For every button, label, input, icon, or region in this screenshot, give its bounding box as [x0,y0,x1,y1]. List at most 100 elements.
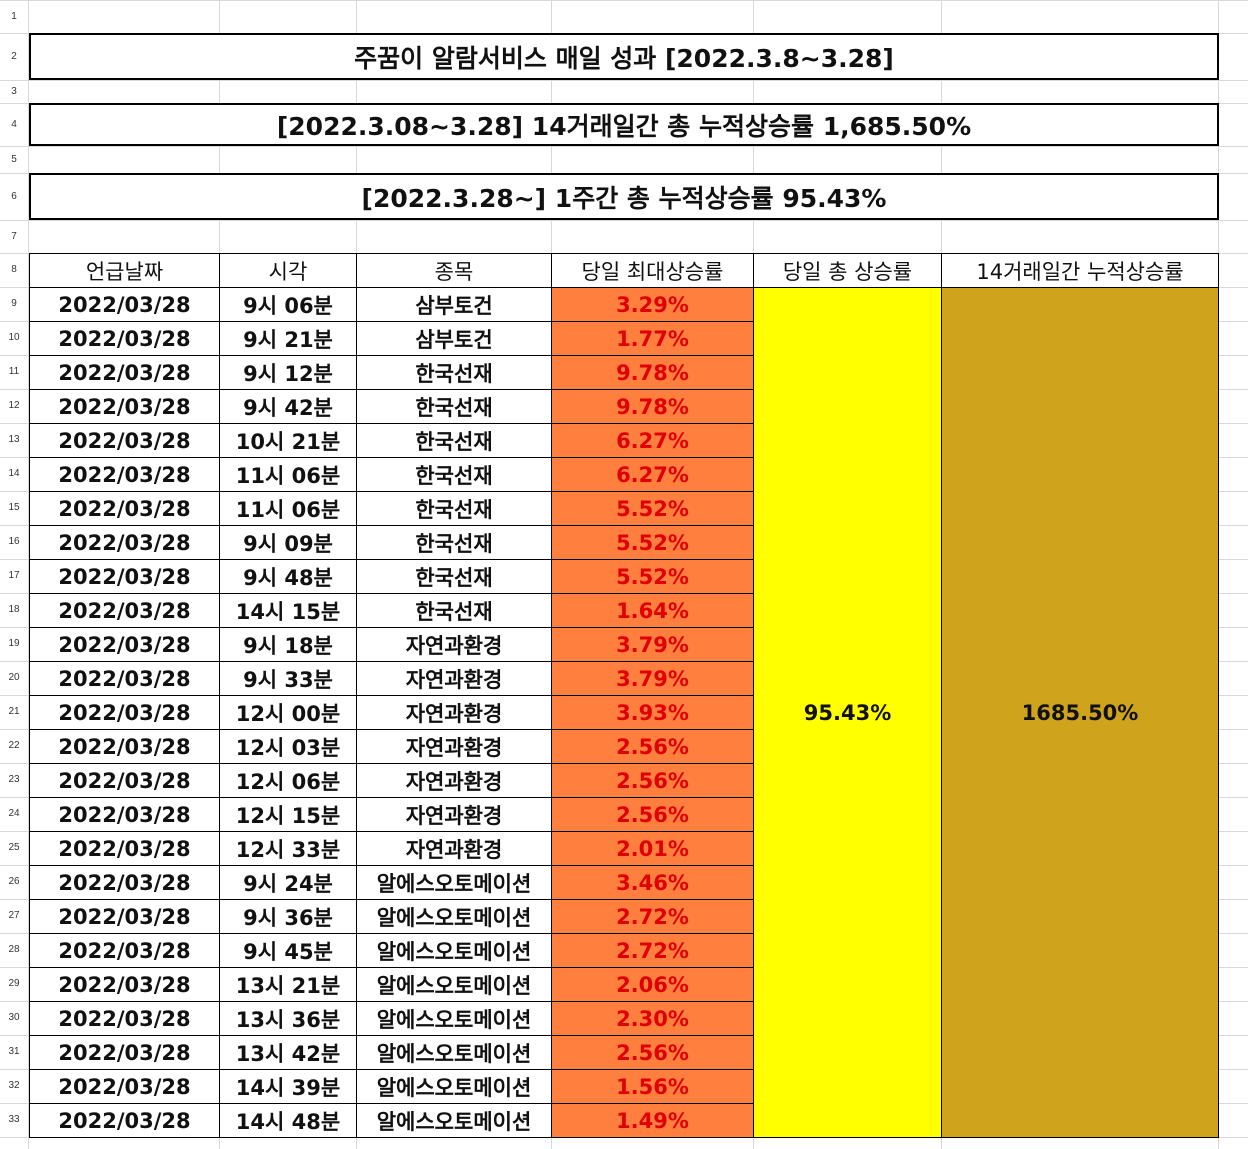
cell-stock[interactable]: 알에스오토메이션 [356,1103,552,1138]
cell-stock[interactable]: 한국선재 [356,559,552,594]
row-number[interactable]: 8 [11,264,17,275]
cell-date[interactable]: 2022/03/28 [29,1001,220,1036]
title-banner-3[interactable]: [2022.3.28~] 1주간 총 누적상승률 95.43% [29,173,1219,220]
cell-date[interactable]: 2022/03/28 [29,695,220,730]
cell-stock[interactable]: 자연과환경 [356,661,552,696]
row-number[interactable]: 19 [8,638,20,649]
row-number[interactable]: 13 [8,434,20,445]
row-number[interactable]: 14 [8,468,20,479]
daily-total-rise[interactable]: 95.43% [753,287,942,1138]
cell-time[interactable]: 9시 21분 [219,321,357,356]
cell-max-rise[interactable]: 2.56% [551,729,754,764]
cell-time[interactable]: 12시 00분 [219,695,357,730]
row-number[interactable]: 17 [8,570,20,581]
row-number[interactable]: 29 [8,978,20,989]
header-stock[interactable]: 종목 [356,253,552,288]
cell-time[interactable]: 11시 06분 [219,491,357,526]
row-number[interactable]: 26 [8,876,20,887]
row-number[interactable]: 3 [11,86,17,97]
cell-stock[interactable]: 한국선재 [356,457,552,492]
cell-stock[interactable]: 자연과환경 [356,797,552,832]
cell-stock[interactable]: 삼부토건 [356,287,552,322]
cell-date[interactable]: 2022/03/28 [29,321,220,356]
cell-date[interactable]: 2022/03/28 [29,729,220,764]
row-number[interactable]: 6 [11,191,17,202]
header-time[interactable]: 시각 [219,253,357,288]
cell-max-rise[interactable]: 3.93% [551,695,754,730]
cell-stock[interactable]: 자연과환경 [356,729,552,764]
row-number[interactable]: 12 [8,400,20,411]
cell-max-rise[interactable]: 2.72% [551,933,754,968]
cell-max-rise[interactable]: 1.64% [551,593,754,628]
row-number[interactable]: 30 [8,1012,20,1023]
cell-date[interactable]: 2022/03/28 [29,525,220,560]
cell-time[interactable]: 14시 15분 [219,593,357,628]
cell-max-rise[interactable]: 5.52% [551,525,754,560]
cell-date[interactable]: 2022/03/28 [29,899,220,934]
cell-time[interactable]: 9시 06분 [219,287,357,322]
cell-stock[interactable]: 자연과환경 [356,627,552,662]
cell-time[interactable]: 9시 09분 [219,525,357,560]
row-number[interactable]: 15 [8,502,20,513]
cell-date[interactable]: 2022/03/28 [29,865,220,900]
cell-date[interactable]: 2022/03/28 [29,967,220,1002]
cell-stock[interactable]: 알에스오토메이션 [356,1069,552,1104]
row-number[interactable]: 16 [8,536,20,547]
cell-max-rise[interactable]: 6.27% [551,423,754,458]
cell-max-rise[interactable]: 9.78% [551,389,754,424]
cell-date[interactable]: 2022/03/28 [29,491,220,526]
cell-max-rise[interactable]: 1.49% [551,1103,754,1138]
row-number[interactable]: 4 [11,119,17,130]
cell-time[interactable]: 9시 42분 [219,389,357,424]
cell-time[interactable]: 13시 42분 [219,1035,357,1070]
cell-stock[interactable]: 알에스오토메이션 [356,967,552,1002]
cell-time[interactable]: 12시 33분 [219,831,357,866]
row-number[interactable]: 21 [8,706,20,717]
cell-date[interactable]: 2022/03/28 [29,1035,220,1070]
cell-date[interactable]: 2022/03/28 [29,423,220,458]
cell-stock[interactable]: 한국선재 [356,389,552,424]
row-number[interactable]: 23 [8,774,20,785]
row-number[interactable]: 7 [11,231,17,242]
cell-stock[interactable]: 한국선재 [356,593,552,628]
cell-stock[interactable]: 알에스오토메이션 [356,899,552,934]
cell-date[interactable]: 2022/03/28 [29,831,220,866]
cell-date[interactable]: 2022/03/28 [29,287,220,322]
header-cumulative[interactable]: 14거래일간 누적상승률 [941,253,1219,288]
cell-stock[interactable]: 알에스오토메이션 [356,1035,552,1070]
row-number[interactable]: 27 [8,910,20,921]
row-number[interactable]: 18 [8,604,20,615]
cell-max-rise[interactable]: 1.56% [551,1069,754,1104]
cell-max-rise[interactable]: 2.56% [551,1035,754,1070]
cell-stock[interactable]: 자연과환경 [356,831,552,866]
cell-date[interactable]: 2022/03/28 [29,457,220,492]
cell-max-rise[interactable]: 2.56% [551,763,754,798]
row-number[interactable]: 1 [11,11,17,22]
cell-max-rise[interactable]: 3.46% [551,865,754,900]
cell-date[interactable]: 2022/03/28 [29,661,220,696]
cell-max-rise[interactable]: 2.72% [551,899,754,934]
cell-max-rise[interactable]: 2.56% [551,797,754,832]
cell-time[interactable]: 12시 03분 [219,729,357,764]
row-number[interactable]: 10 [8,332,20,343]
cell-time[interactable]: 14시 39분 [219,1069,357,1104]
title-banner-2[interactable]: [2022.3.08~3.28] 14거래일간 총 누적상승률 1,685.50… [29,103,1219,146]
cell-time[interactable]: 9시 36분 [219,899,357,934]
title-banner-1[interactable]: 주꿈이 알람서비스 매일 성과 [2022.3.8~3.28] [29,33,1219,80]
cell-date[interactable]: 2022/03/28 [29,593,220,628]
cell-date[interactable]: 2022/03/28 [29,1069,220,1104]
row-number[interactable]: 33 [8,1114,20,1125]
cell-time[interactable]: 9시 12분 [219,355,357,390]
header-max-rise[interactable]: 당일 최대상승률 [551,253,754,288]
cell-max-rise[interactable]: 2.06% [551,967,754,1002]
cell-max-rise[interactable]: 3.79% [551,661,754,696]
cell-time[interactable]: 9시 18분 [219,627,357,662]
row-number[interactable]: 32 [8,1080,20,1091]
cell-date[interactable]: 2022/03/28 [29,933,220,968]
cell-time[interactable]: 9시 45분 [219,933,357,968]
cell-stock[interactable]: 알에스오토메이션 [356,1001,552,1036]
cell-time[interactable]: 13시 21분 [219,967,357,1002]
cell-stock[interactable]: 한국선재 [356,525,552,560]
cell-stock[interactable]: 한국선재 [356,355,552,390]
header-date[interactable]: 언급날짜 [29,253,220,288]
